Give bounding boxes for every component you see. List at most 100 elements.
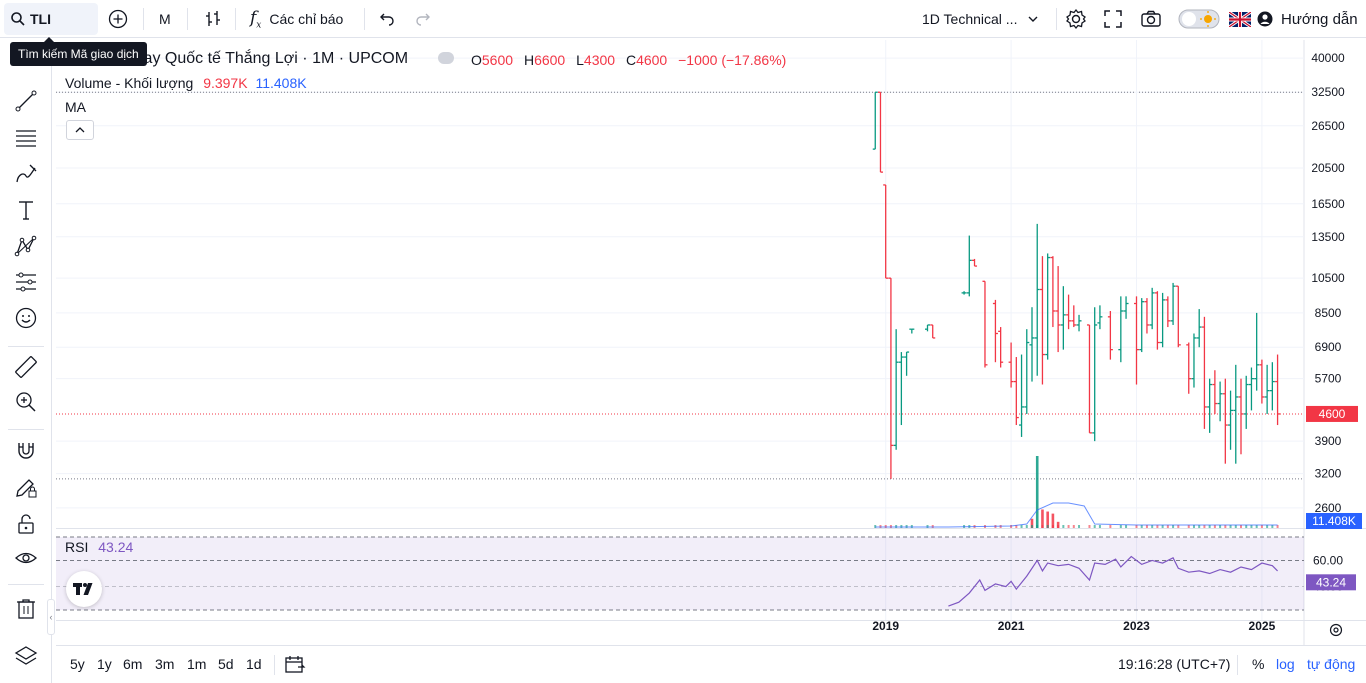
zoom-tool[interactable] bbox=[12, 388, 40, 416]
volume-bar-small bbox=[1234, 525, 1237, 528]
collapse-legend-button[interactable] bbox=[66, 120, 94, 140]
range-1y[interactable]: 1y bbox=[97, 656, 112, 672]
ohlc-bar bbox=[1139, 298, 1145, 353]
ohlc-bar bbox=[1066, 294, 1072, 330]
volume-bar bbox=[1056, 521, 1060, 528]
uk-flag-icon bbox=[1229, 11, 1251, 27]
ohlc-bar bbox=[872, 91, 878, 150]
ohlc-bar bbox=[1045, 253, 1051, 360]
range-1d[interactable]: 1d bbox=[246, 656, 262, 672]
ohlc-bar bbox=[1071, 305, 1077, 328]
price-tick-label: 2600 bbox=[1315, 501, 1342, 515]
emoji-tool[interactable] bbox=[12, 304, 40, 332]
legend-menu-button[interactable] bbox=[438, 52, 454, 64]
go-to-date-button[interactable] bbox=[284, 654, 306, 677]
chart-canvas[interactable]: 40000 32500 26500 20500 16500 13500 10500 8500 6… bbox=[56, 40, 1366, 645]
ma-legend[interactable]: MA bbox=[65, 99, 86, 115]
clock[interactable]: 19:16:28 (UTC+7) bbox=[1118, 656, 1231, 672]
pattern-tool[interactable] bbox=[12, 232, 40, 260]
forecast-tool[interactable] bbox=[12, 268, 40, 296]
volume-legend[interactable]: Volume - Khối lượng 9.397K 11.408K bbox=[65, 75, 307, 91]
magnet-tool[interactable] bbox=[12, 437, 40, 465]
text-tool[interactable] bbox=[12, 196, 40, 224]
layers-icon bbox=[14, 646, 38, 665]
rsi-background-band bbox=[56, 537, 1304, 610]
snapshot-button[interactable] bbox=[1140, 0, 1162, 38]
volume-bar-small bbox=[1067, 525, 1070, 528]
plus-circle-icon bbox=[108, 9, 128, 29]
symbol-search-tooltip: Tìm kiếm Mã giao dịch bbox=[10, 37, 147, 66]
horizontal-lines-icon bbox=[16, 130, 36, 147]
fullscreen-icon bbox=[1104, 10, 1122, 28]
volume-value: 9.397K bbox=[203, 75, 248, 91]
price-tick-label: 8500 bbox=[1315, 306, 1342, 320]
log-toggle[interactable]: log bbox=[1276, 656, 1295, 672]
lock-drawing-tool[interactable] bbox=[12, 473, 40, 501]
volume-bar bbox=[1046, 511, 1049, 528]
fullscreen-button[interactable] bbox=[1103, 0, 1123, 38]
price-tick-label: 13500 bbox=[1311, 230, 1345, 244]
auto-scale-toggle[interactable]: tự động bbox=[1307, 656, 1356, 672]
range-6m[interactable]: 6m bbox=[123, 656, 143, 672]
tradingview-logo[interactable] bbox=[66, 571, 102, 607]
sun-toggle-icon bbox=[1178, 9, 1220, 29]
trash-icon bbox=[17, 599, 35, 619]
rsi-tick-label: 60.00 bbox=[1313, 553, 1343, 567]
parallel-lines-tool[interactable] bbox=[12, 124, 40, 152]
undo-button[interactable] bbox=[377, 0, 395, 38]
ohlc-bar bbox=[1175, 285, 1181, 348]
ohlc-bar bbox=[1055, 266, 1061, 353]
ohlc-bar bbox=[1039, 256, 1045, 385]
volume-bar-small bbox=[1078, 525, 1081, 528]
symbol-search-button[interactable]: TLI bbox=[4, 3, 98, 35]
settings-button[interactable] bbox=[1065, 0, 1087, 38]
remove-drawings-button[interactable] bbox=[12, 595, 40, 623]
rsi-legend[interactable]: RSI 43.24 bbox=[65, 539, 133, 555]
drawing-toolbar: ‹ bbox=[0, 39, 55, 683]
indicators-button[interactable]: fx Các chỉ báo bbox=[250, 0, 343, 38]
ohlc-bar bbox=[1217, 381, 1223, 422]
percent-toggle[interactable]: % bbox=[1252, 656, 1265, 672]
pattern-icon bbox=[14, 235, 37, 257]
chart-type-button[interactable] bbox=[203, 0, 223, 38]
volume-bar-small bbox=[1119, 525, 1122, 528]
ohlc-bar bbox=[1191, 333, 1197, 388]
chevron-up-icon bbox=[75, 127, 85, 133]
brush-tool[interactable] bbox=[12, 160, 40, 188]
compare-button[interactable] bbox=[108, 0, 128, 38]
help-button[interactable]: Hướng dẫn bbox=[1257, 0, 1358, 38]
eye-icon bbox=[15, 552, 37, 564]
theme-toggle[interactable] bbox=[1178, 0, 1220, 38]
range-1m[interactable]: 1m bbox=[187, 656, 207, 672]
object-tree-button[interactable] bbox=[12, 642, 40, 670]
hide-drawings-tool[interactable] bbox=[12, 544, 40, 572]
range-5d[interactable]: 5d bbox=[218, 656, 234, 672]
lock-all-tool[interactable] bbox=[12, 510, 40, 538]
volume-bar-small bbox=[1140, 525, 1143, 528]
price-tick-label: 3900 bbox=[1315, 434, 1342, 448]
redo-button[interactable] bbox=[415, 0, 433, 38]
ohlc-bar bbox=[1259, 359, 1265, 404]
ohlc-bar bbox=[1238, 378, 1244, 455]
layout-dropdown[interactable]: 1D Technical ... bbox=[922, 0, 1039, 38]
language-button[interactable] bbox=[1229, 0, 1251, 38]
measure-tool[interactable] bbox=[12, 353, 40, 381]
scale-settings-gear-icon[interactable] bbox=[1329, 623, 1343, 637]
chevron-down-icon bbox=[1028, 16, 1038, 22]
trend-line-tool[interactable] bbox=[12, 87, 40, 115]
rsi-value-badge bbox=[1306, 574, 1356, 591]
ohlc-bar bbox=[930, 324, 936, 339]
symbol-title: lay Quốc tế Thắng Lợi · 1M · UPCOM bbox=[140, 50, 409, 67]
ohlc-bar bbox=[966, 235, 972, 297]
ohlc-bar bbox=[1034, 223, 1040, 376]
ohlc-bar bbox=[998, 327, 1004, 368]
time-tick-label: 2025 bbox=[1249, 619, 1276, 633]
range-5y[interactable]: 5y bbox=[70, 656, 85, 672]
interval-button[interactable]: M bbox=[159, 11, 171, 27]
range-3m[interactable]: 3m bbox=[155, 656, 175, 672]
volume-bar-small bbox=[1192, 525, 1195, 528]
volume-bar-small bbox=[1051, 525, 1054, 528]
sidebar-collapse-handle[interactable]: ‹ bbox=[47, 599, 55, 635]
volume-bar-small bbox=[1036, 525, 1039, 528]
fx-icon: fx bbox=[250, 7, 262, 31]
